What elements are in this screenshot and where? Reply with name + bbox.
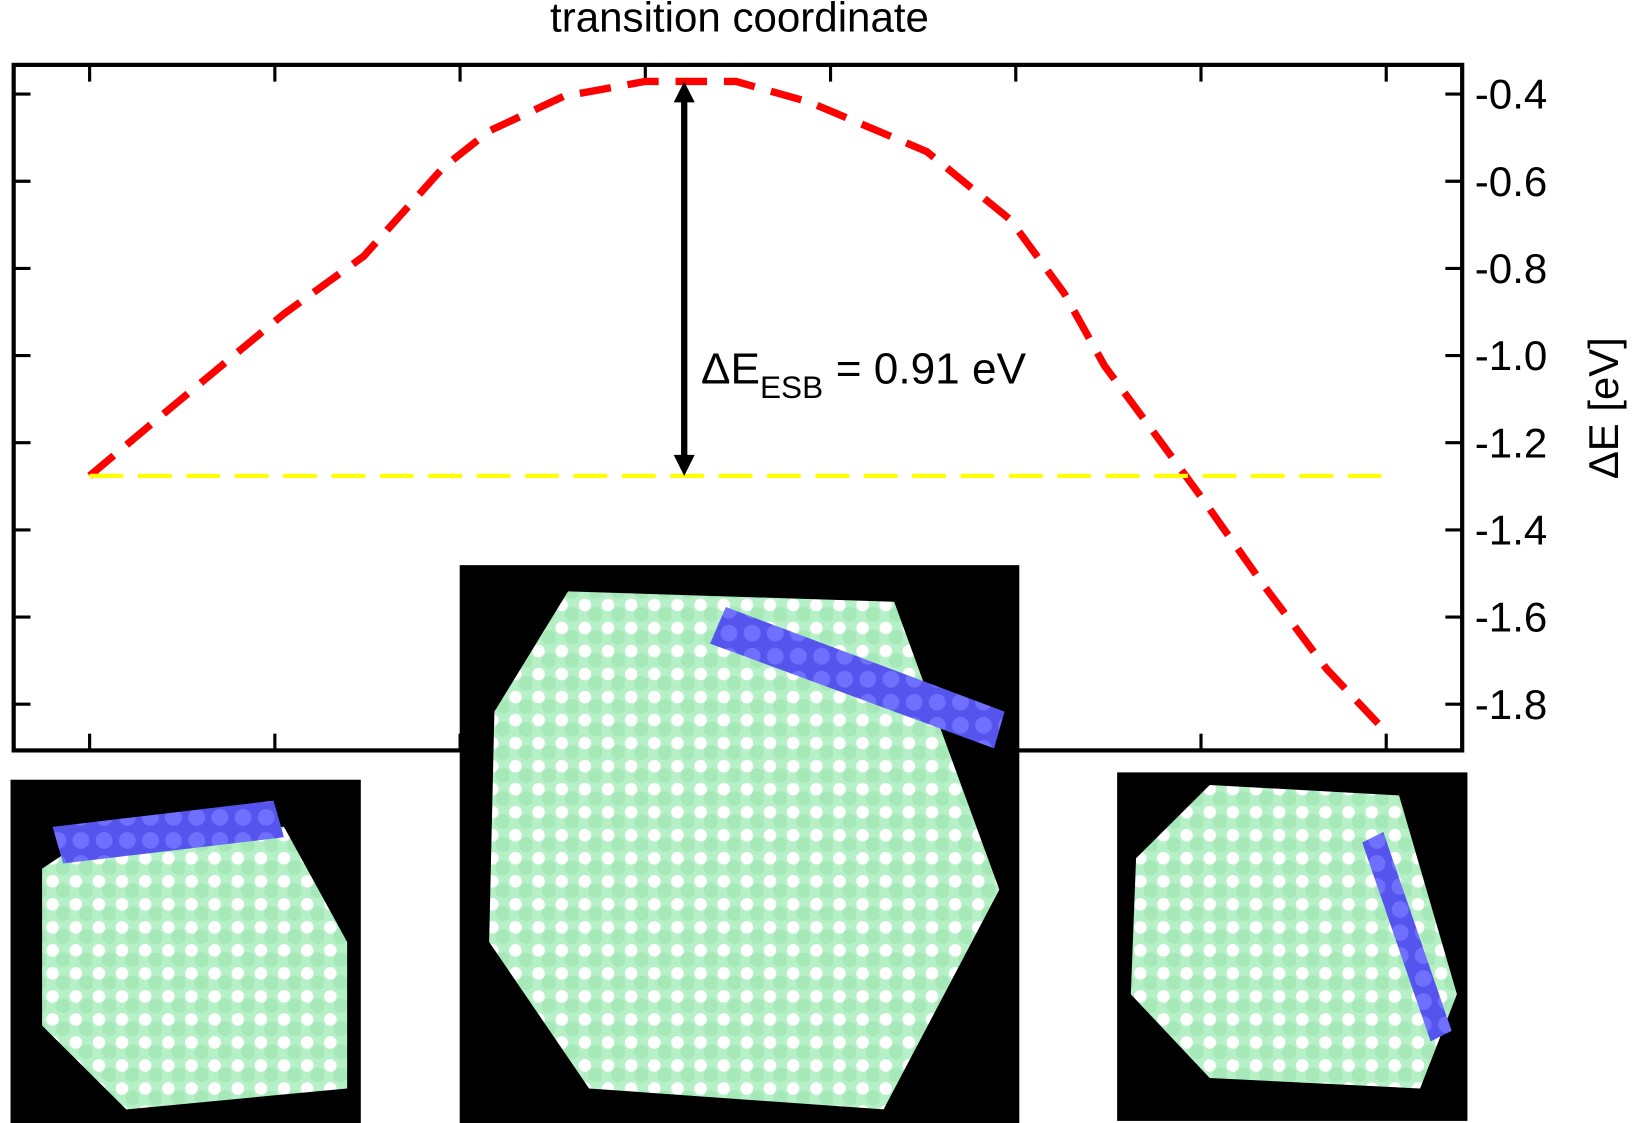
annotation: ΔEESB = 0.91 eV: [701, 344, 1027, 405]
y-axis-label: ΔE [eV]: [1580, 337, 1627, 479]
molecule-image-right: [1117, 772, 1467, 1121]
y-tick-label: -1.2: [1475, 419, 1548, 466]
annotation-text: = 0.91 eV: [836, 344, 1027, 393]
annotation-label: ΔE: [701, 344, 760, 393]
molecule-image-middle: [460, 565, 1020, 1123]
y-tick-label: -1.6: [1475, 594, 1548, 641]
arrow-head: [674, 455, 695, 476]
y-tick-label: -0.6: [1475, 158, 1548, 205]
y-tick-label: -1.4: [1475, 507, 1548, 554]
molecule-image-left: [11, 780, 361, 1123]
x-axis-label: transition coordinate: [550, 0, 929, 40]
y-tick-label: -0.8: [1475, 245, 1548, 292]
y-tick-label: -0.4: [1475, 71, 1548, 118]
y-tick-label: -1.8: [1475, 681, 1548, 728]
y-tick-label: -1.0: [1475, 332, 1548, 379]
page: {"chart_data": { "type": "line", "xlabel…: [0, 0, 1641, 1123]
chart: transition coordinate ΔE [eV] -0.4 -0.6 -0…: [0, 0, 1641, 1123]
annotation-subscript: ESB: [760, 370, 823, 405]
